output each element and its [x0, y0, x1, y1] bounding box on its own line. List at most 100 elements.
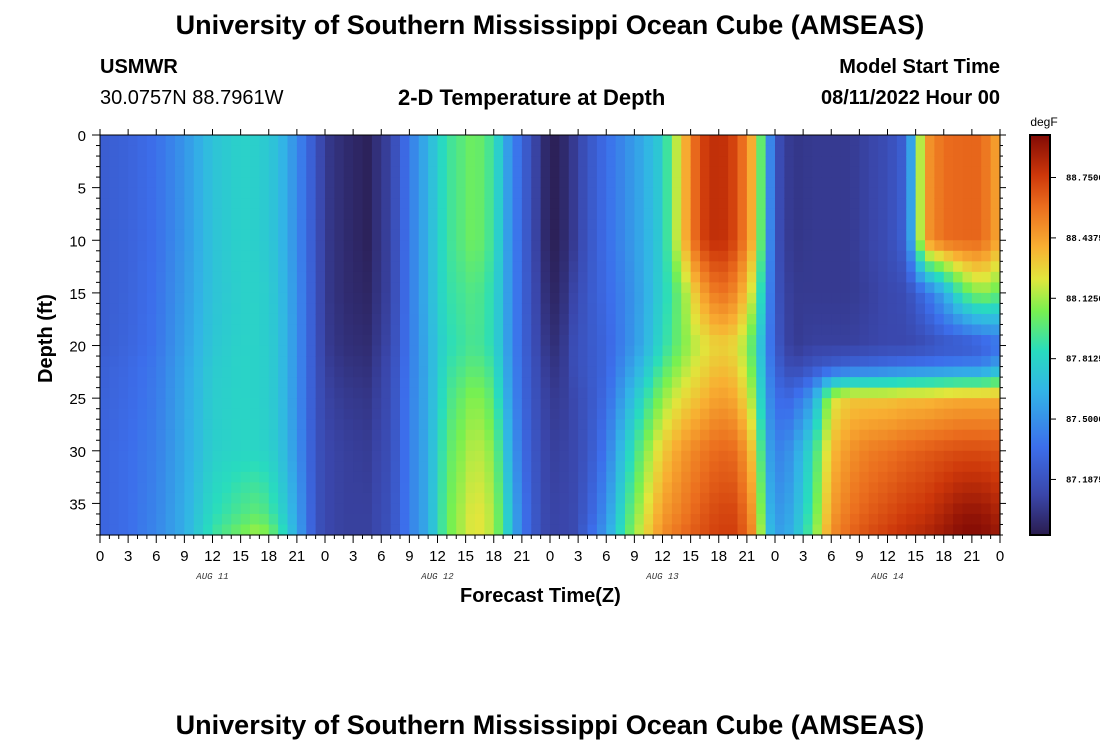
heatmap-cell [362, 208, 373, 220]
heatmap-cell [587, 356, 598, 368]
heatmap-cell [109, 250, 120, 262]
model-start-value: 08/11/2022 Hour 00 [820, 87, 1000, 109]
heatmap-cell [521, 324, 532, 336]
heatmap-cell [934, 471, 945, 483]
heatmap-cell [259, 187, 270, 199]
heatmap-cell [681, 492, 692, 505]
heatmap-cell [362, 198, 373, 210]
heatmap-cell [578, 145, 589, 157]
heatmap-cell [559, 219, 570, 231]
heatmap-cell [615, 335, 626, 347]
heatmap-cell [981, 524, 992, 536]
heatmap-cell [681, 356, 692, 368]
heatmap-cell [325, 440, 335, 452]
heatmap-cell [540, 429, 551, 441]
heatmap-cell [362, 156, 373, 168]
heatmap-cell [315, 492, 326, 505]
heatmap-cell [718, 471, 729, 483]
heatmap-cell [306, 240, 317, 252]
heatmap-cell [381, 356, 392, 368]
heatmap-cell [934, 492, 945, 505]
heatmap-cell [390, 482, 401, 494]
heatmap-cell [606, 461, 617, 473]
heatmap-cell [821, 356, 832, 368]
heatmap-cell [240, 503, 251, 515]
y-tick-label: 15 [69, 286, 86, 303]
heatmap-cell [662, 198, 673, 210]
heatmap-cell [878, 482, 889, 494]
heatmap-cell [990, 135, 1001, 147]
heatmap-cell [334, 261, 345, 273]
heatmap-cell [971, 387, 982, 399]
heatmap-cell [250, 229, 260, 241]
heatmap-cell [840, 198, 851, 210]
heatmap-cell [240, 324, 251, 336]
heatmap-cell [568, 461, 579, 473]
heatmap-cell [165, 503, 176, 515]
heatmap-cell [390, 229, 401, 241]
heatmap-cell [746, 377, 757, 389]
heatmap-cell [278, 313, 289, 326]
heatmap-cell [165, 187, 176, 199]
heatmap-cell [437, 482, 448, 494]
heatmap-cell [793, 208, 804, 220]
heatmap-cell [568, 419, 579, 431]
heatmap-cell [390, 250, 401, 262]
heatmap-cell [784, 461, 795, 473]
x-tick-label: 6 [827, 548, 835, 565]
heatmap-cell [728, 366, 739, 378]
heatmap-cell [428, 345, 439, 357]
heatmap-cell [484, 429, 495, 441]
heatmap-cell [175, 429, 185, 441]
heatmap-cell [306, 419, 317, 431]
heatmap-cell [634, 166, 645, 178]
heatmap-cell [137, 377, 148, 389]
heatmap-cell [231, 187, 242, 199]
heatmap-cell [437, 335, 448, 347]
heatmap-cell [156, 219, 167, 231]
heatmap-cell [118, 513, 129, 526]
heatmap-cell [681, 219, 692, 231]
heatmap-cell [128, 250, 139, 262]
heatmap-cell [512, 503, 523, 515]
heatmap-cell [512, 324, 523, 336]
heatmap-cell [362, 166, 373, 178]
heatmap-cell [381, 177, 392, 189]
heatmap-cell [578, 524, 589, 536]
station-coordinates: 30.0757N 88.7961W [100, 87, 284, 109]
heatmap-cell [184, 177, 195, 189]
heatmap-cell [671, 398, 682, 410]
heatmap-cell [943, 377, 954, 389]
heatmap-cell [371, 398, 382, 410]
heatmap-cell [709, 303, 720, 315]
heatmap-cell [625, 450, 635, 462]
heatmap-cell [934, 440, 945, 452]
heatmap-cell [475, 387, 485, 399]
heatmap-cell [887, 471, 898, 483]
heatmap-cell [700, 429, 710, 441]
heatmap-cell [400, 324, 410, 336]
heatmap-cell [287, 198, 298, 210]
heatmap-cell [203, 177, 214, 189]
heatmap-cell [625, 282, 635, 294]
heatmap-cell [831, 324, 842, 336]
heatmap-cell [296, 429, 307, 441]
heatmap-cell [118, 482, 129, 494]
heatmap-cell [821, 313, 832, 326]
heatmap-cell [371, 166, 382, 178]
heatmap-cell [887, 135, 898, 147]
heatmap-cell [428, 313, 439, 326]
heatmap-cell [343, 240, 354, 252]
heatmap-cell [259, 377, 270, 389]
heatmap-cell [925, 324, 935, 336]
heatmap-cell [184, 377, 195, 389]
heatmap-cell [184, 198, 195, 210]
heatmap-cell [212, 187, 223, 199]
heatmap-cell [221, 303, 232, 315]
heatmap-cell [981, 219, 992, 231]
heatmap-cell [109, 313, 120, 326]
heatmap-cell [278, 303, 289, 315]
heatmap-cell [184, 240, 195, 252]
heatmap-cell [615, 156, 626, 168]
heatmap-cell [240, 461, 251, 473]
